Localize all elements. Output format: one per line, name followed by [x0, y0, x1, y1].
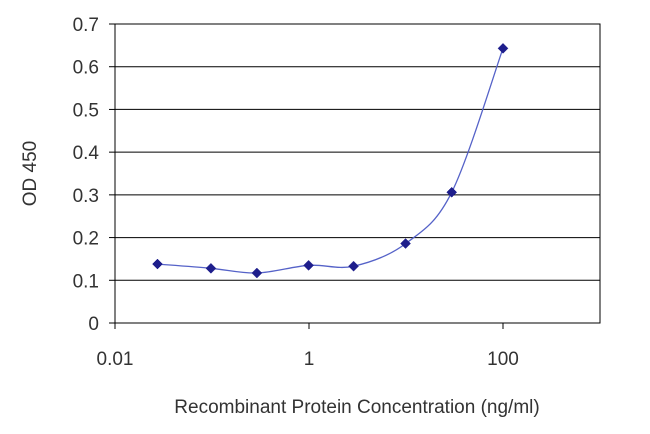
y-tick-label: 0.4	[73, 143, 100, 164]
grid-lines	[115, 66, 600, 281]
y-tick-label: 0.2	[73, 229, 99, 250]
y-tick-label: 0.3	[73, 186, 99, 207]
y-axis-label: OD 450	[20, 141, 41, 206]
y-tick-label: 0.1	[73, 271, 99, 292]
data-point	[303, 259, 314, 271]
series-line	[157, 48, 504, 274]
data-point	[348, 260, 359, 272]
y-tick-label: 0.5	[73, 100, 99, 121]
data-point	[152, 258, 163, 270]
data-point	[205, 262, 217, 274]
x-tick-label: 1	[304, 349, 315, 370]
data-point	[497, 42, 509, 54]
data-point	[251, 267, 263, 279]
data-point	[400, 238, 411, 249]
x-axis: 0.01 1 100	[97, 323, 519, 370]
y-tick-label: 0.7	[73, 15, 99, 36]
x-axis-label: Recombinant Protein Concentration (ng/ml…	[174, 397, 539, 418]
y-axis: 0 0.1 0.2 0.3 0.4 0.5 0.6 0.7	[73, 15, 115, 335]
data-point	[446, 186, 458, 198]
x-tick-label: 100	[487, 349, 519, 370]
data-markers	[152, 42, 509, 279]
x-tick-label: 0.01	[97, 349, 134, 370]
y-tick-label: 0	[88, 314, 99, 335]
y-tick-label: 0.6	[73, 58, 99, 79]
plot-frame	[114, 23, 601, 324]
